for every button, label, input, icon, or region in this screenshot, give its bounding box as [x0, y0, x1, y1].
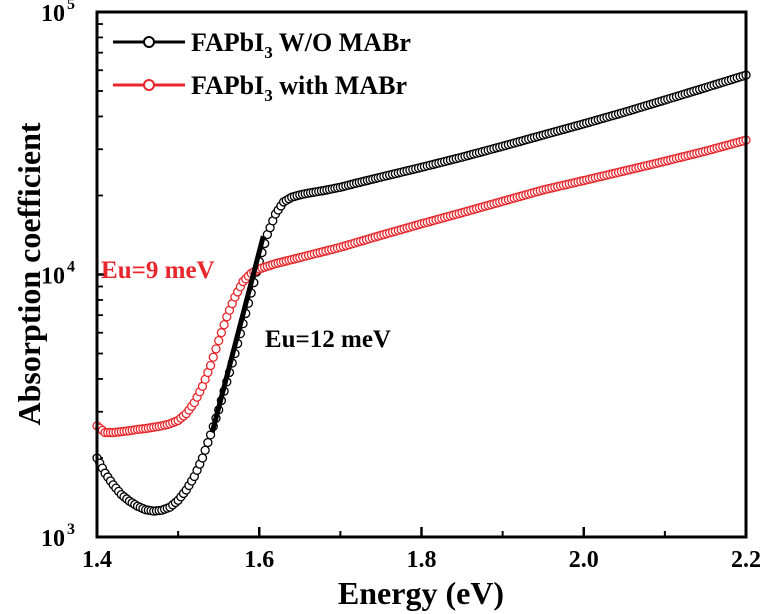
- series-line: [96, 139, 747, 434]
- data-point: [200, 445, 210, 455]
- annotation-label: Eu=12 meV: [265, 326, 391, 353]
- data-point: [214, 335, 224, 346]
- legend-marker: [143, 79, 155, 91]
- series-with-mabr: [92, 135, 751, 438]
- y-axis-label: Absorption coefficient: [11, 122, 47, 425]
- data-point: [205, 360, 216, 371]
- legend-item: FAPbI3 W/O MABr: [113, 28, 411, 62]
- x-tick-label: 2.2: [731, 547, 761, 573]
- legend-marker: [143, 36, 155, 48]
- y-tick-label: 10: [41, 526, 65, 552]
- data-point: [211, 344, 221, 354]
- x-tick-label: 1.8: [407, 547, 437, 573]
- legend-item: FAPbI3 with MABr: [113, 71, 407, 105]
- legend: FAPbI3 W/O MABr FAPbI3 with MABr: [113, 28, 411, 105]
- legend-label: FAPbI3 W/O MABr: [191, 28, 411, 62]
- y-tick-label: 10: [41, 1, 65, 27]
- axis-labels: Energy (eV) Absorption coefficient: [11, 122, 504, 611]
- data-point: [197, 453, 208, 463]
- data-point: [203, 437, 213, 448]
- y-tick-exponent: 3: [67, 521, 75, 538]
- fit-line: [209, 235, 266, 434]
- y-tick-exponent: 5: [67, 0, 75, 13]
- x-tick-label: 2.0: [569, 547, 599, 573]
- y-tick-exponent: 4: [67, 259, 75, 276]
- legend-label: FAPbI3 with MABr: [191, 71, 407, 105]
- series-line: [96, 74, 747, 512]
- x-tick-label: 1.4: [82, 547, 112, 573]
- data-point: [216, 328, 227, 338]
- annotations: Eu=9 meV Eu=12 meV: [101, 257, 391, 353]
- x-axis-label: Energy (eV): [338, 575, 504, 611]
- plot-frame: [95, 10, 748, 539]
- y-tick-label: 10: [41, 264, 65, 290]
- data-series: [92, 70, 751, 516]
- x-tick-label: 1.6: [244, 547, 274, 573]
- annotation-label: Eu=9 meV: [101, 257, 215, 284]
- urbach-fit: [209, 235, 266, 434]
- data-point: [219, 320, 229, 330]
- series-without-mabr: [92, 70, 751, 516]
- data-point: [208, 352, 218, 362]
